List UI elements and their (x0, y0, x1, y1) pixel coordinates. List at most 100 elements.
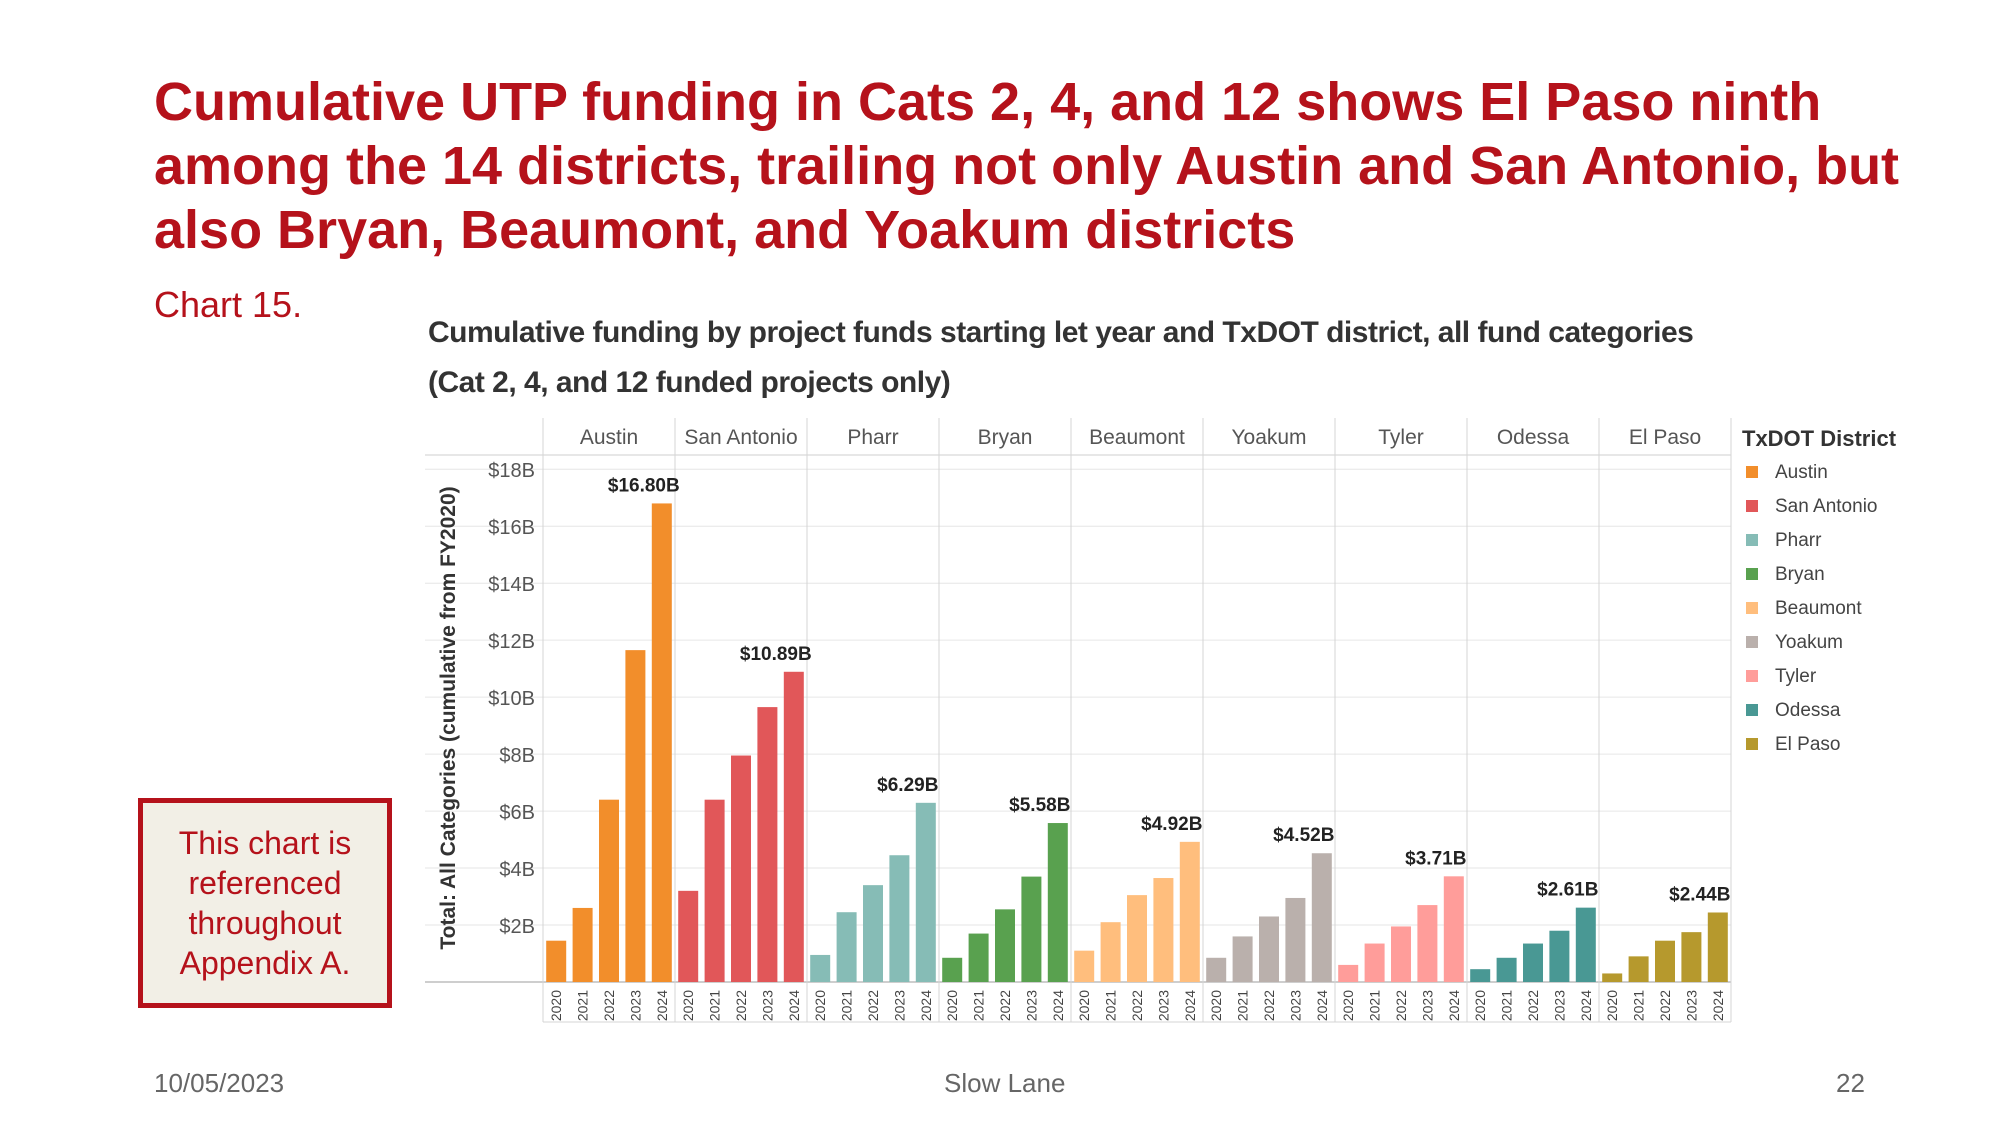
year-tick-label: 2021 (971, 990, 987, 1021)
bar-yoakum-2024 (1311, 853, 1332, 982)
y-tick-label: $4B (499, 859, 535, 881)
year-tick-label: 2020 (1208, 990, 1224, 1021)
legend-swatch-odessa (1746, 704, 1758, 716)
year-tick-label: 2020 (1604, 990, 1620, 1021)
year-tick-label: 2022 (1525, 990, 1541, 1021)
panel-header-beaumont: Beaumont (1089, 426, 1185, 449)
reference-note-text: This chart is referenced throughout Appe… (178, 825, 352, 981)
data-label-pharr: $6.29B (877, 775, 938, 796)
bar-austin-2024 (651, 503, 672, 982)
bar-tyler-2024 (1443, 876, 1464, 982)
panel-header-odessa: Odessa (1497, 426, 1570, 449)
data-label-bryan: $5.58B (1009, 795, 1070, 816)
data-label-yoakum: $4.52B (1273, 825, 1334, 846)
bar-yoakum-2023 (1285, 897, 1306, 982)
year-tick-label: 2023 (1683, 990, 1699, 1021)
bar-yoakum-2021 (1232, 936, 1253, 982)
data-label-san-antonio: $10.89B (740, 644, 812, 665)
year-tick-label: 2021 (1103, 990, 1119, 1021)
legend-item-yoakum: Yoakum (1775, 632, 1843, 653)
legend-item-pharr: Pharr (1775, 530, 1822, 551)
y-tick-label: $14B (488, 574, 535, 596)
year-tick-label: 2022 (1261, 990, 1277, 1021)
year-tick-label: 2021 (1235, 990, 1251, 1021)
bar-pharr-2020 (810, 954, 831, 982)
bar-odessa-2022 (1523, 943, 1543, 982)
year-tick-label: 2021 (575, 990, 591, 1021)
legend-title: TxDOT District (1742, 426, 1897, 451)
year-tick-label: 2024 (1578, 990, 1594, 1021)
legend-item-el-paso: El Paso (1775, 734, 1840, 755)
legend-item-san-antonio: San Antonio (1775, 496, 1877, 517)
year-tick-label: 2020 (1340, 990, 1356, 1021)
year-tick-label: 2022 (1129, 990, 1145, 1021)
bar-odessa-2024 (1575, 907, 1596, 982)
legend-swatch-san-antonio (1746, 500, 1758, 512)
year-tick-label: 2022 (865, 990, 881, 1021)
slide-title: Cumulative UTP funding in Cats 2, 4, and… (154, 72, 1900, 260)
legend-item-odessa: Odessa (1775, 700, 1841, 721)
bar-pharr-2024 (915, 802, 936, 982)
year-tick-label: 2021 (839, 990, 855, 1021)
year-tick-label: 2022 (601, 990, 617, 1021)
bar-tyler-2023 (1417, 905, 1438, 982)
data-label-el-paso: $2.44B (1669, 884, 1730, 905)
year-tick-label: 2020 (1076, 990, 1092, 1021)
panel-header-pharr: Pharr (847, 426, 898, 449)
bar-san-antonio-2021 (704, 799, 725, 982)
bar-bryan-2021 (968, 933, 989, 982)
year-tick-label: 2023 (1287, 990, 1303, 1021)
bar-tyler-2022 (1391, 926, 1411, 982)
legend-item-bryan: Bryan (1775, 564, 1825, 585)
year-tick-label: 2020 (944, 990, 960, 1021)
y-tick-label: $2B (499, 916, 535, 938)
year-tick-label: 2024 (1314, 990, 1330, 1021)
bar-austin-2020 (546, 940, 567, 982)
y-tick-label: $6B (499, 802, 535, 824)
bar-odessa-2021 (1496, 957, 1517, 982)
year-tick-label: 2020 (680, 990, 696, 1021)
bar-tyler-2021 (1364, 943, 1385, 982)
bar-san-antonio-2020 (678, 890, 699, 982)
bar-austin-2023 (625, 650, 646, 982)
bar-austin-2022 (599, 799, 619, 982)
y-tick-label: $18B (488, 460, 535, 482)
bar-el-paso-2021 (1628, 956, 1649, 982)
bar-bryan-2020 (942, 957, 963, 982)
year-tick-label: 2023 (891, 990, 907, 1021)
panel-header-tyler: Tyler (1378, 426, 1424, 449)
data-label-beaumont: $4.92B (1141, 814, 1202, 835)
year-tick-label: 2021 (707, 990, 723, 1021)
bar-tyler-2020 (1338, 964, 1359, 982)
bar-pharr-2022 (863, 885, 883, 982)
year-tick-label: 2024 (1446, 990, 1462, 1021)
bar-san-antonio-2023 (757, 707, 778, 982)
bar-bryan-2023 (1021, 876, 1042, 982)
y-tick-label: $10B (488, 688, 535, 710)
y-tick-label: $16B (488, 517, 535, 539)
year-tick-label: 2024 (1050, 990, 1066, 1021)
footer-date: 10/05/2023 (154, 1068, 285, 1098)
reference-note-box: This chart is referenced throughout Appe… (138, 798, 392, 1008)
data-label-tyler: $3.71B (1405, 848, 1466, 869)
year-tick-label: 2022 (733, 990, 749, 1021)
year-tick-label: 2023 (627, 990, 643, 1021)
year-tick-label: 2020 (812, 990, 828, 1021)
panel-header-bryan: Bryan (978, 426, 1033, 449)
legend-swatch-austin (1746, 466, 1758, 478)
bar-pharr-2023 (889, 855, 910, 982)
legend-swatch-tyler (1746, 670, 1758, 682)
bar-bryan-2022 (995, 909, 1015, 982)
bar-bryan-2024 (1047, 823, 1068, 982)
y-tick-label: $8B (499, 745, 535, 767)
year-tick-label: 2021 (1367, 990, 1383, 1021)
legend-swatch-yoakum (1746, 636, 1758, 648)
bar-beaumont-2022 (1127, 895, 1147, 982)
bar-beaumont-2023 (1153, 878, 1174, 982)
year-tick-label: 2023 (1155, 990, 1171, 1021)
year-tick-label: 2024 (654, 990, 670, 1021)
year-tick-label: 2024 (918, 990, 934, 1021)
year-tick-label: 2021 (1499, 990, 1515, 1021)
y-tick-label: $12B (488, 631, 535, 653)
